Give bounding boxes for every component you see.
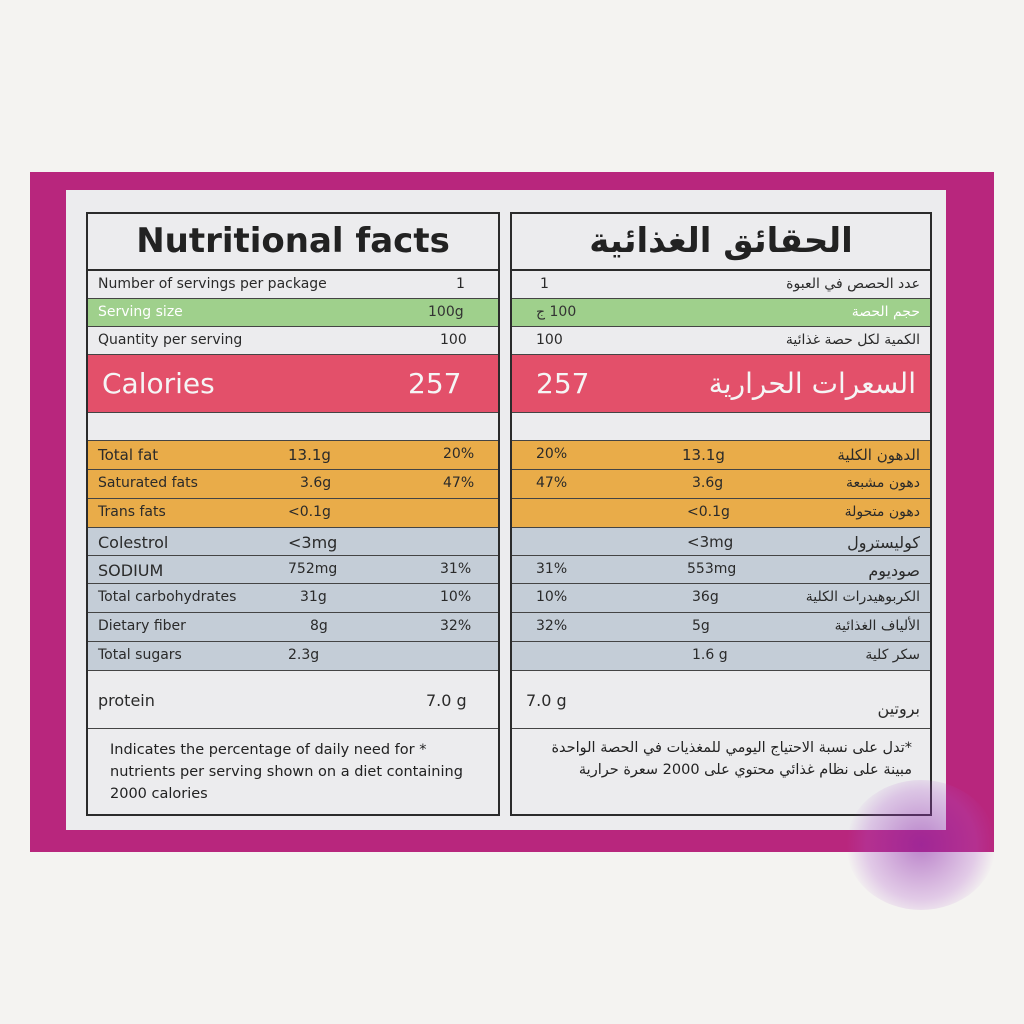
ar-nutrient-row-sodium: 31% 553mg صوديوم — [512, 556, 930, 584]
ar-nutrient-row-saturated: 47% 3.6g دهون مشبعة — [512, 470, 930, 499]
ar-nutrient-dv: 47% — [536, 475, 568, 491]
nutrition-label-card: Nutritional facts Number of servings per… — [66, 190, 996, 910]
ar-servings-label: عدد الحصص في العبوة — [786, 276, 920, 292]
serving-size-value: 100g — [428, 304, 464, 320]
nutrient-name: Dietary fiber — [98, 618, 186, 634]
ar-nutrient-amount: 553mg — [687, 561, 737, 577]
ar-nutrient-name: كوليسترول — [847, 533, 920, 552]
ar-protein-row: 7.0 g بروتين — [512, 671, 930, 729]
ar-nutrient-row-cholesterol: <3mg كوليسترول — [512, 528, 930, 556]
nutrient-amount: 2.3g — [288, 647, 320, 663]
nutrient-row-total-fat: Total fat 13.1g 20% — [88, 441, 498, 470]
nutrient-name: Colestrol — [98, 533, 169, 552]
protein-row: protein 7.0 g — [88, 671, 498, 729]
ar-calories-label: السعرات الحرارية — [708, 367, 916, 400]
nutrient-name: Total sugars — [98, 647, 182, 663]
nutrient-dv: 20% — [443, 446, 475, 462]
ar-nutrient-name: دهون متحولة — [844, 504, 920, 520]
arabic-panel: الحقائق الغذائية 1 عدد الحصص في العبوة 1… — [510, 212, 932, 816]
quantity-value: 100 — [440, 332, 467, 348]
nutrient-row-carbs: Total carbohydrates 31g 10% — [88, 584, 498, 613]
ar-nutrient-amount: 3.6g — [692, 475, 724, 491]
nutrient-amount: 752mg — [288, 561, 338, 577]
ar-nutrient-amount: 13.1g — [682, 446, 725, 464]
ar-quantity-row: 100 الكمية لكل حصة غذائية — [512, 327, 930, 355]
spacer-row — [88, 413, 498, 441]
nutrient-dv: 32% — [440, 618, 472, 634]
servings-label: Number of servings per package — [98, 276, 327, 292]
ar-nutrient-name: الدهون الكلية — [837, 446, 920, 464]
ar-calories-row: 257 السعرات الحرارية — [512, 355, 930, 413]
nutrient-amount: <0.1g — [288, 504, 331, 520]
ar-nutrient-name: الألياف الغذائية — [834, 618, 920, 634]
ar-quantity-value: 100 — [536, 332, 563, 348]
nutrient-row-fiber: Dietary fiber 8g 32% — [88, 613, 498, 642]
ar-nutrient-amount: 5g — [692, 618, 710, 634]
ar-nutrient-name: سكر كلية — [865, 647, 920, 663]
english-panel: Nutritional facts Number of servings per… — [86, 212, 500, 816]
ar-nutrient-amount: 1.6 g — [692, 647, 728, 663]
nutrient-amount: 13.1g — [288, 446, 331, 464]
nutrient-dv: 31% — [440, 561, 472, 577]
nutrient-row-trans: Trans fats <0.1g — [88, 499, 498, 528]
nutrient-amount: <3mg — [288, 533, 338, 552]
ar-nutrient-name: الكربوهيدرات الكلية — [805, 589, 920, 605]
serving-size-label: Serving size — [98, 304, 183, 320]
protein-value: 7.0 g — [426, 691, 467, 710]
ar-nutrient-amount: 36g — [692, 589, 719, 605]
nutrient-row-cholesterol: Colestrol <3mg — [88, 528, 498, 556]
quantity-row: Quantity per serving 100 — [88, 327, 498, 355]
arabic-title: الحقائق الغذائية — [512, 214, 930, 271]
ar-nutrient-amount: <0.1g — [687, 504, 730, 520]
ar-calories-value: 257 — [536, 367, 590, 400]
nutrient-dv: 47% — [443, 475, 475, 491]
nutrient-row-sugars: Total sugars 2.3g — [88, 642, 498, 671]
ar-nutrient-row-fiber: 32% 5g الألياف الغذائية — [512, 613, 930, 642]
serving-size-row: Serving size 100g — [88, 299, 498, 327]
nutrient-amount: 3.6g — [300, 475, 332, 491]
ar-nutrient-row-carbs: 10% 36g الكربوهيدرات الكلية — [512, 584, 930, 613]
nutrient-row-saturated: Saturated fats 3.6g 47% — [88, 470, 498, 499]
quantity-label: Quantity per serving — [98, 332, 243, 348]
nutrient-name: Saturated fats — [98, 475, 198, 491]
ar-nutrient-dv: 32% — [536, 618, 568, 634]
ar-serving-size-value: 100 ج — [536, 304, 577, 320]
ar-quantity-label: الكمية لكل حصة غذائية — [785, 332, 920, 348]
servings-value: 1 — [456, 276, 465, 292]
nutrient-amount: 8g — [310, 618, 328, 634]
ar-nutrient-name: صوديوم — [868, 561, 920, 580]
ar-serving-size-label: حجم الحصة — [851, 304, 920, 320]
ar-protein-value: 7.0 g — [526, 691, 567, 710]
ar-nutrient-name: دهون مشبعة — [845, 475, 920, 491]
ar-nutrient-row-total-fat: 20% 13.1g الدهون الكلية — [512, 441, 930, 470]
nutrient-name: Total carbohydrates — [98, 589, 237, 605]
ar-nutrient-row-sugars: 1.6 g سكر كلية — [512, 642, 930, 671]
ar-nutrient-dv: 20% — [536, 446, 568, 462]
nutrient-row-sodium: SODIUM 752mg 31% — [88, 556, 498, 584]
ar-nutrient-amount: <3mg — [687, 533, 734, 551]
ar-servings-value: 1 — [540, 276, 549, 292]
arabic-footnote: *تدل على نسبة الاحتياج اليومي للمغذيات ف… — [551, 740, 912, 778]
nutrient-amount: 31g — [300, 589, 327, 605]
english-footnote: Indicates the percentage of daily need f… — [110, 742, 463, 802]
ar-servings-row: 1 عدد الحصص في العبوة — [512, 271, 930, 299]
ar-nutrient-dv: 31% — [536, 561, 568, 577]
ar-spacer-row — [512, 413, 930, 441]
servings-row: Number of servings per package 1 — [88, 271, 498, 299]
ar-protein-label: بروتين — [877, 699, 920, 718]
ar-nutrient-dv: 10% — [536, 589, 568, 605]
nutrient-name: Trans fats — [98, 504, 166, 520]
nutrient-name: SODIUM — [98, 561, 164, 580]
calories-value: 257 — [408, 367, 462, 400]
nutrient-dv: 10% — [440, 589, 472, 605]
protein-label: protein — [98, 691, 155, 710]
calories-label: Calories — [102, 367, 215, 400]
ar-nutrient-row-trans: <0.1g دهون متحولة — [512, 499, 930, 528]
english-title: Nutritional facts — [88, 214, 498, 271]
calories-row: Calories 257 — [88, 355, 498, 413]
nutrient-name: Total fat — [98, 446, 159, 464]
ar-serving-size-row: 100 ج حجم الحصة — [512, 299, 930, 327]
